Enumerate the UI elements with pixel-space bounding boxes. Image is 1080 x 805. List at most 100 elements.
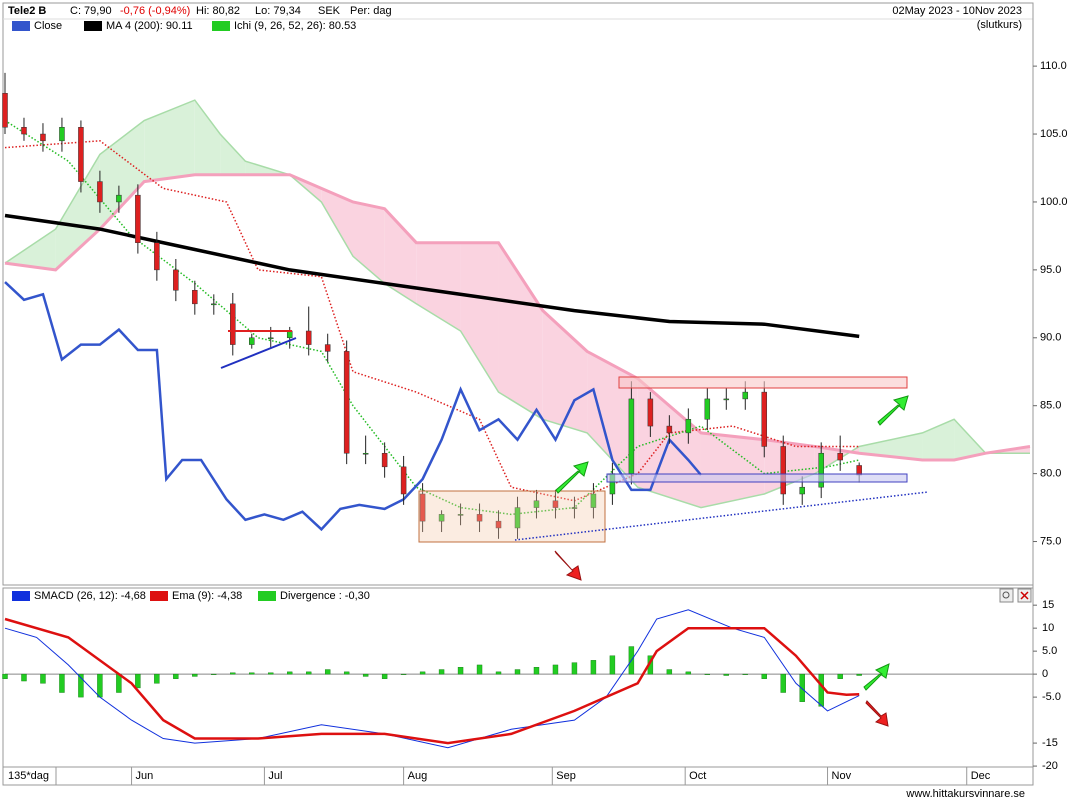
up-arrow — [877, 395, 909, 426]
line-series — [4, 609, 860, 749]
zoom-icon — [1002, 591, 1010, 599]
x-tick-label: Sep — [556, 770, 576, 782]
divergence-bar — [59, 673, 65, 693]
cloud — [55, 154, 100, 270]
indicator-frame — [2, 587, 1034, 786]
ticker: Tele2 B — [8, 5, 46, 17]
divergence-bar — [268, 672, 274, 675]
range-box — [418, 490, 606, 543]
cloud — [194, 100, 221, 175]
candle-body — [286, 330, 293, 339]
divergence-bar — [438, 669, 445, 675]
candle-body — [495, 520, 502, 529]
legend-swatch — [258, 591, 276, 601]
zoom-button[interactable] — [999, 588, 1014, 603]
y-tick-label: 0 — [1042, 668, 1048, 680]
candle-body — [116, 194, 122, 203]
candle-body — [192, 289, 198, 305]
info: C: 79,90 — [70, 5, 112, 17]
down-arrow — [554, 550, 582, 581]
candle-body — [324, 344, 331, 352]
candle-body — [666, 425, 673, 434]
legend-label: Divergence : -0,30 — [280, 590, 370, 602]
divergence-bar — [723, 673, 729, 676]
date-range: 02May 2023 - 10Nov 2023 — [892, 5, 1022, 17]
period-box — [2, 766, 57, 786]
candle-body — [381, 452, 388, 468]
divergence-bar — [780, 673, 786, 693]
cloud — [498, 242, 543, 420]
up-arrow — [555, 461, 589, 494]
cloud — [321, 188, 353, 257]
cloud — [384, 208, 417, 304]
y-tick-label: 15 — [1042, 599, 1054, 611]
legend-swatch — [12, 21, 30, 31]
divergence-bar — [533, 667, 540, 675]
divergence-bar — [362, 673, 369, 677]
candle-body — [761, 391, 768, 447]
divergence-bar — [818, 673, 824, 707]
divergence-bar — [704, 673, 711, 675]
divergence-bar — [590, 660, 597, 675]
candle-body — [590, 493, 597, 508]
divergence-bar — [609, 655, 616, 675]
info: Per: dag — [350, 5, 392, 17]
line-series — [4, 281, 702, 532]
divergence-bar — [173, 673, 179, 679]
candle-body — [476, 514, 483, 522]
down-arrow — [865, 700, 889, 727]
y-tick-label: 80.0 — [1040, 468, 1061, 480]
legend-label: SMACD (26, 12): -4,68 — [34, 590, 146, 602]
support-box — [606, 473, 908, 483]
cloud — [352, 201, 385, 284]
candle-body — [154, 242, 160, 271]
x-tick-label: Jul — [268, 770, 282, 782]
divergence-bar — [2, 673, 8, 679]
info: Hi: 80,82 — [196, 5, 240, 17]
cloud — [144, 100, 195, 182]
candle-body — [40, 133, 46, 142]
candle-body — [837, 452, 843, 461]
candle-body — [211, 303, 217, 306]
divergence-bar — [249, 672, 255, 675]
cloud — [460, 242, 499, 393]
cloud — [220, 134, 246, 175]
divergence-bar — [799, 673, 805, 702]
candle-body — [59, 126, 65, 142]
tenkan — [4, 140, 860, 502]
cloud — [5, 229, 56, 270]
source: www.hittakursvinnare.se — [905, 788, 1025, 800]
x-tick-label: Jun — [136, 770, 154, 782]
legend-swatch — [84, 21, 102, 31]
legend-label: Ichi (9, 26, 52, 26): 80.53 — [234, 20, 356, 32]
cloud — [859, 432, 923, 461]
trend-line — [514, 491, 929, 541]
line-series — [4, 617, 860, 745]
candle-body — [818, 452, 824, 488]
y-tick-label: 110.0 — [1040, 60, 1067, 72]
candle-body — [514, 507, 521, 529]
candle-body — [438, 514, 445, 522]
divergence-bar — [135, 673, 141, 689]
divergence-bar — [457, 667, 464, 675]
candle-body — [362, 452, 369, 455]
cloud — [954, 419, 986, 461]
legend-label: Close — [34, 20, 62, 32]
candle-body — [230, 303, 236, 345]
y-tick-label: -5.0 — [1042, 691, 1061, 703]
candle-body — [173, 269, 179, 291]
x-tick-label: Nov — [832, 770, 852, 782]
candle-body — [400, 466, 407, 495]
divergence-bar — [324, 669, 331, 675]
divergence-bar — [476, 664, 483, 675]
divergence-bar — [666, 669, 673, 675]
candle-body — [249, 337, 255, 345]
divergence-bar — [761, 673, 767, 679]
y-tick-label: 85.0 — [1040, 400, 1061, 412]
y-tick-label: 100.0 — [1040, 196, 1068, 208]
span-b — [4, 173, 1031, 462]
legend-swatch — [12, 591, 30, 601]
up-arrow — [863, 663, 890, 691]
span-a — [4, 99, 1030, 509]
cloud — [99, 120, 145, 230]
